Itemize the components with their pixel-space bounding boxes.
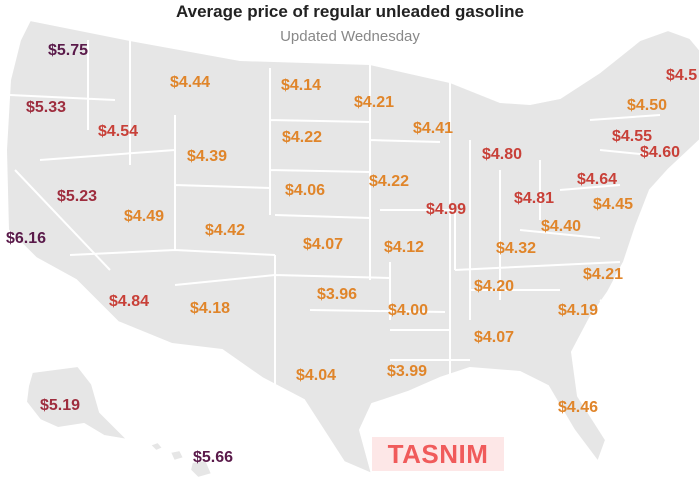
price-label-nm: $4.18: [190, 300, 231, 317]
price-label-ca: $6.16: [6, 230, 47, 247]
price-label-nd: $4.14: [281, 77, 322, 94]
price-label-ut: $4.49: [124, 208, 165, 225]
price-label-mi: $4.80: [482, 146, 523, 163]
price-label-ky: $4.32: [496, 240, 537, 257]
price-label-fl: $4.46: [558, 399, 599, 416]
price-label-pa: $4.45: [593, 196, 634, 213]
price-label-wy: $4.39: [187, 148, 228, 165]
price-label-wa: $5.75: [48, 42, 89, 59]
price-label-tn: $4.20: [474, 278, 515, 295]
map-subtitle: Updated Wednesday: [280, 28, 420, 45]
price-label-il: $4.99: [426, 201, 467, 218]
price-label-la: $3.99: [387, 363, 428, 380]
price-label-tx: $4.04: [296, 367, 337, 384]
price-label-ok: $3.96: [317, 286, 358, 303]
price-label-sd: $4.22: [282, 129, 323, 146]
tasnim-watermark: TASNIM: [372, 437, 504, 471]
price-label-nc: $4.21: [583, 266, 624, 283]
price-label-ks: $4.07: [303, 236, 344, 253]
price-label-me: $4.5: [666, 67, 698, 84]
hawaii-shape: [149, 441, 213, 479]
price-label-ar: $4.00: [388, 302, 429, 319]
contiguous-us-shape: [5, 19, 700, 475]
price-label-ia: $4.22: [369, 173, 410, 190]
price-label-mt: $4.44: [170, 74, 211, 91]
price-label-wi: $4.41: [413, 120, 454, 137]
price-label-ny: $4.55: [612, 128, 653, 145]
price-label-ne: $4.06: [285, 182, 326, 199]
price-label-sc: $4.19: [558, 302, 599, 319]
price-label-az: $4.84: [109, 293, 150, 310]
price-label-hi: $5.66: [193, 449, 234, 466]
price-label-vt: $4.50: [627, 97, 668, 114]
price-label-or: $5.33: [26, 99, 67, 116]
alaska-shape: [25, 365, 129, 441]
price-label-ak: $5.19: [40, 397, 81, 414]
price-label-ms: $4.07: [474, 329, 515, 346]
price-label-oh: $4.64: [577, 171, 618, 188]
price-label-co: $4.42: [205, 222, 246, 239]
map-title: Average price of regular unleaded gasoli…: [176, 2, 524, 21]
price-label-mn: $4.21: [354, 94, 395, 111]
state-borders: [9, 35, 661, 400]
price-label-nv: $5.23: [57, 188, 98, 205]
price-label-mo: $4.12: [384, 239, 425, 256]
price-label-ct: $4.60: [640, 144, 681, 161]
price-label-wv: $4.40: [541, 218, 582, 235]
price-label-id: $4.54: [98, 123, 139, 140]
price-label-in: $4.81: [514, 190, 555, 207]
